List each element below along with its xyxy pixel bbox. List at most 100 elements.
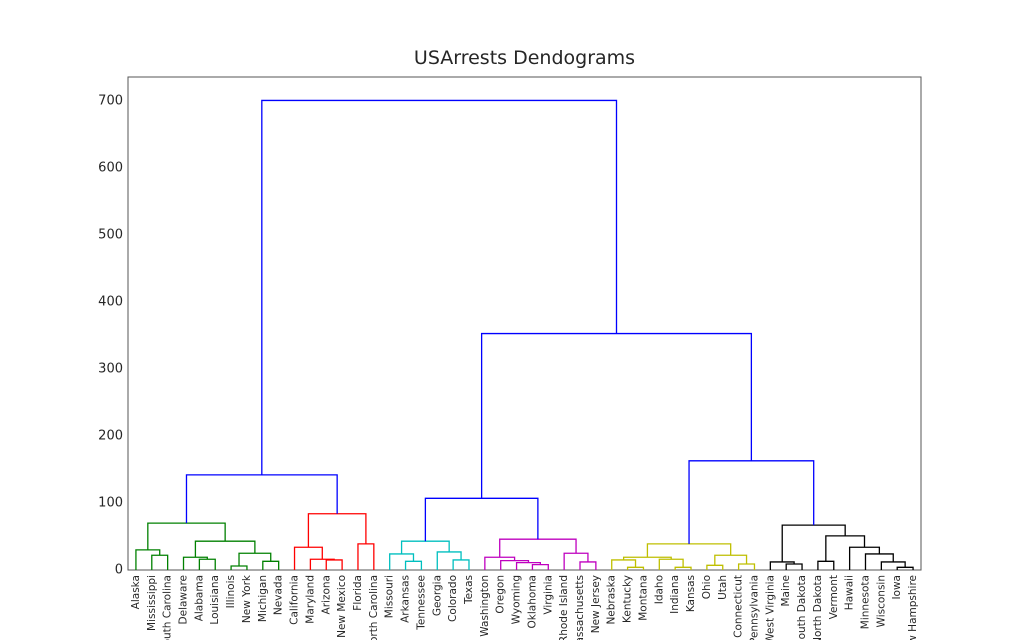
leaf-label: Oklahoma: [526, 575, 538, 628]
link: [880, 561, 906, 570]
leaf-label: Arkansas: [400, 575, 412, 623]
y-tick-label: 500: [98, 228, 123, 243]
leaf-label: Nebraska: [606, 575, 618, 625]
leaf-label: Delaware: [178, 575, 190, 624]
leaf-label: Indiana: [669, 575, 681, 614]
y-tick-label: 400: [98, 295, 123, 310]
leaf-label: Pennsylvania: [748, 575, 760, 640]
leaf-label: New York: [241, 574, 253, 623]
link: [626, 566, 645, 570]
link: [135, 549, 161, 570]
link: [238, 552, 272, 566]
link: [781, 524, 846, 562]
link: [357, 543, 375, 570]
leaf-label: New Hampshire: [907, 575, 919, 640]
leaf-label: Tennessee: [415, 575, 427, 631]
link: [848, 546, 881, 570]
link: [261, 99, 618, 475]
leaf-label: Idaho: [653, 575, 665, 604]
leaf-label: Virginia: [542, 575, 554, 615]
leaf-label: Oregon: [495, 575, 507, 614]
leaf-label: Iowa: [891, 575, 903, 600]
link: [293, 546, 323, 570]
leaf-label: Washington: [479, 575, 491, 637]
link: [198, 558, 216, 570]
link: [864, 553, 894, 570]
leaf-label: Massachusetts: [574, 575, 586, 640]
leaf-label: Utah: [717, 575, 729, 600]
y-tick-label: 700: [98, 94, 123, 109]
leaf-label: Mississippi: [146, 575, 158, 631]
leaf-label: Missouri: [384, 575, 396, 618]
link: [706, 564, 724, 570]
link: [611, 559, 637, 570]
link: [817, 560, 835, 570]
leaf-label: Rhode Island: [558, 575, 570, 640]
link: [515, 561, 542, 570]
link: [769, 561, 795, 570]
leaf-label: California: [289, 575, 301, 625]
link: [825, 535, 866, 562]
leaf-label: Vermont: [828, 575, 840, 619]
link: [151, 554, 169, 570]
leaf-label: Arizona: [320, 575, 332, 614]
y-tick-label: 0: [115, 563, 123, 578]
leaf-label: Minnesota: [859, 575, 871, 629]
leaf-label: Kentucky: [622, 575, 634, 623]
leaf-label: Georgia: [431, 575, 443, 616]
leaf-label: North Carolina: [368, 575, 380, 640]
link: [436, 551, 462, 570]
link: [674, 566, 692, 570]
chart-title: USArrests Dendograms: [414, 47, 635, 69]
link: [147, 522, 226, 550]
y-tick-label: 100: [98, 496, 123, 511]
link: [389, 553, 415, 570]
leaf-label: Colorado: [447, 575, 459, 622]
link: [307, 513, 367, 548]
leaf-label: Alaska: [130, 575, 142, 609]
leaf-label: Wisconsin: [875, 575, 887, 627]
link: [688, 460, 815, 544]
leaf-label: Connecticut: [733, 575, 745, 638]
leaf-label: South Dakota: [796, 575, 808, 640]
link: [785, 563, 803, 570]
link: [194, 540, 256, 558]
link: [480, 332, 753, 499]
link: [714, 554, 748, 566]
leaf-label: Maine: [780, 575, 792, 607]
link: [185, 474, 338, 524]
leaf-label: Nevada: [273, 575, 285, 615]
link: [262, 560, 280, 570]
leaf-label: North Dakota: [812, 575, 824, 640]
leaf-label: Texas: [463, 575, 475, 605]
link: [404, 560, 423, 570]
leaf-label: Hawaii: [844, 575, 856, 610]
leaf-label: Ohio: [701, 575, 713, 599]
link: [737, 563, 756, 570]
y-tick-label: 600: [98, 161, 123, 176]
link: [452, 559, 470, 570]
leaf-label: Illinois: [225, 575, 237, 608]
link: [230, 565, 248, 570]
link: [325, 559, 343, 570]
leaf-label: New Jersey: [590, 575, 602, 633]
link: [531, 563, 549, 570]
leaf-label: Florida: [352, 575, 364, 611]
link: [484, 556, 516, 570]
link: [424, 497, 539, 542]
plot-frame: [127, 76, 922, 571]
leaf-label: West Virginia: [764, 575, 776, 640]
link: [579, 561, 597, 570]
leaf-label: New Mexico: [336, 575, 348, 638]
leaf-label: Michigan: [257, 575, 269, 622]
link: [896, 566, 914, 570]
leaf-label: Montana: [637, 575, 649, 621]
leaf-label: Alabama: [193, 575, 205, 621]
y-tick-label: 300: [98, 362, 123, 377]
leaf-label: Maryland: [304, 575, 316, 624]
leaf-label: Kansas: [685, 575, 697, 612]
leaf-label: Wyoming: [511, 575, 523, 624]
leaf-label: South Carolina: [162, 575, 174, 640]
